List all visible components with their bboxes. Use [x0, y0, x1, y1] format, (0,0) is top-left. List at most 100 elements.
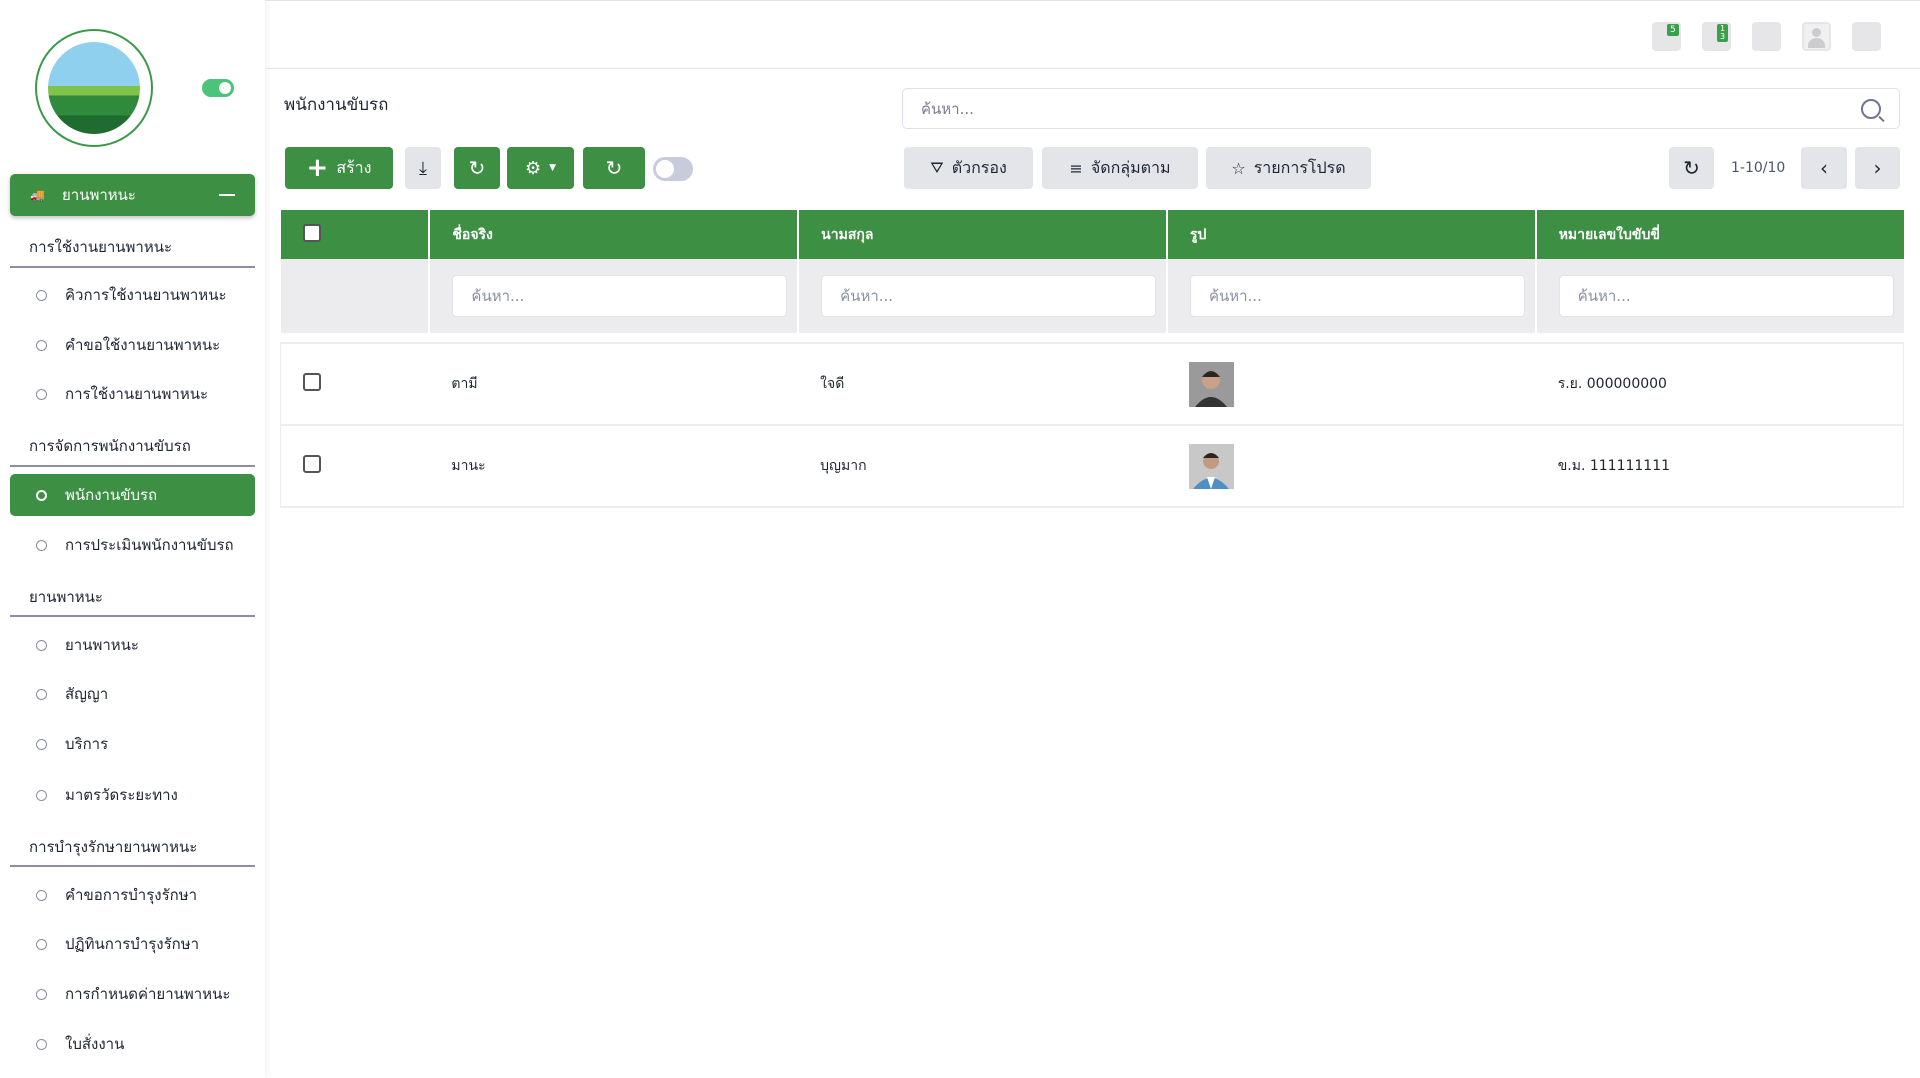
- sidebar-item[interactable]: การกำหนดค่ายานพาหนะ: [10, 973, 255, 1015]
- refresh-button[interactable]: ↻: [454, 147, 500, 189]
- sidebar-item[interactable]: คำขอใช้งานยานพาหนะ: [10, 324, 255, 366]
- activity-badge: 5: [1667, 24, 1679, 36]
- column-photo[interactable]: รูป: [1166, 210, 1537, 259]
- sidebar-item-label: พนักงานขับรถ: [65, 486, 158, 504]
- create-button[interactable]: + สร้าง: [285, 147, 393, 189]
- sidebar-item-label: ใบสั่งงาน: [65, 1035, 125, 1053]
- sync-button[interactable]: ↻: [583, 147, 645, 189]
- last-name-cell: ใจดี: [798, 342, 1167, 426]
- view-toggle[interactable]: [653, 157, 693, 181]
- sidebar-item[interactable]: พนักงานขับรถ: [10, 474, 255, 516]
- circle-icon: [36, 539, 47, 551]
- circle-icon: [36, 938, 47, 950]
- column-license[interactable]: หมายเลขใบขับขี่: [1535, 210, 1904, 259]
- sidebar-item-label: ปฏิทินการบำรุงรักษา: [65, 935, 200, 953]
- settings-dropdown-button[interactable]: ⚙ ▼: [507, 147, 574, 189]
- circle-icon: [36, 339, 47, 351]
- row-checkbox[interactable]: [303, 373, 321, 391]
- sidebar-section-title: การใช้งานยานพาหนะ: [29, 238, 173, 256]
- messages-icon[interactable]: 1 3: [1702, 22, 1731, 51]
- sidebar-item[interactable]: สัญญา: [10, 673, 255, 715]
- download-icon: ⤓: [419, 157, 427, 179]
- drivers-table: ชื่อจริง นามสกุล รูป หมายเลขใบขับขี่ ค้น…: [280, 210, 1904, 508]
- first-name-cell: มานะ: [429, 424, 799, 508]
- circle-icon: [36, 289, 47, 301]
- column-last-name[interactable]: นามสกุล: [798, 210, 1168, 259]
- search-placeholder: ค้นหา...: [921, 99, 974, 118]
- search-input[interactable]: ค้นหา...: [902, 88, 1900, 129]
- circle-icon: [36, 639, 47, 651]
- sidebar-item[interactable]: คำขอการบำรุงรักษา: [10, 874, 255, 916]
- circle-icon: [36, 388, 47, 400]
- table-row[interactable]: มานะ บุญมาก ข.ม. 111111111: [280, 424, 1904, 508]
- section-divider: [10, 465, 255, 467]
- sidebar-toggle[interactable]: [202, 79, 234, 97]
- row-checkbox[interactable]: [303, 455, 321, 473]
- organization-logo: [35, 29, 153, 147]
- favorites-button[interactable]: ☆ รายการโปรด: [1206, 147, 1371, 189]
- circle-icon: [36, 889, 47, 901]
- filter-label: ตัวกรอง: [951, 157, 1007, 177]
- sidebar-item[interactable]: มาตรวัดระยะทาง: [10, 774, 255, 816]
- activity-icon[interactable]: 5: [1652, 22, 1681, 51]
- table-header: ชื่อจริง นามสกุล รูป หมายเลขใบขับขี่: [280, 210, 1904, 259]
- group-by-label: จัดกลุ่มตาม: [1090, 157, 1171, 177]
- sidebar-item-label: คิวการใช้งานยานพาหนะ: [65, 286, 227, 304]
- reload-button[interactable]: ↻: [1669, 147, 1714, 189]
- next-page-button[interactable]: ›: [1855, 147, 1900, 189]
- sidebar-item[interactable]: ปฏิทินการบำรุงรักษา: [10, 923, 255, 965]
- column-first-name[interactable]: ชื่อจริง: [429, 210, 800, 259]
- circle-icon: [36, 988, 47, 1000]
- select-all-checkbox[interactable]: [302, 223, 321, 242]
- sidebar-item[interactable]: ยานพาหนะ: [10, 624, 255, 666]
- driver-photo: [1188, 443, 1234, 489]
- sidebar-section-title: การจัดการพนักงานขับรถ: [29, 437, 191, 455]
- page-title: พนักงานขับรถ: [284, 95, 389, 115]
- circle-icon: [36, 789, 47, 801]
- section-divider: [10, 865, 255, 867]
- circle-icon: [36, 688, 47, 700]
- favorites-label: รายการโปรด: [1253, 157, 1346, 177]
- filter-first-name[interactable]: ค้นหา...: [452, 275, 788, 317]
- sidebar-item-label: มาตรวัดระยะทาง: [65, 786, 178, 804]
- top-bar: 5 1 3: [265, 0, 1920, 69]
- first-name-cell: ตามี: [429, 342, 799, 426]
- sidebar-item[interactable]: คิวการใช้งานยานพาหนะ: [10, 274, 255, 316]
- filter-button[interactable]: ⛛ ตัวกรอง: [904, 147, 1033, 189]
- gear-icon: ⚙: [524, 157, 542, 179]
- driver-photo: [1188, 361, 1234, 407]
- plus-icon: +: [306, 153, 329, 183]
- refresh-icon: ↻: [468, 156, 486, 180]
- sidebar: 🚚 ยานพาหนะ การใช้งานยานพาหนะคิวการใช้งาน…: [0, 0, 265, 1078]
- refresh-icon: ↻: [605, 156, 623, 180]
- group-by-button[interactable]: ≡ จัดกลุ่มตาม: [1042, 147, 1198, 189]
- sidebar-item-label: การประเมินพนักงานขับรถ: [65, 536, 234, 554]
- create-label: สร้าง: [336, 157, 372, 177]
- prev-page-button[interactable]: ‹: [1801, 147, 1847, 189]
- sidebar-item[interactable]: การประเมินพนักงานขับรถ: [10, 524, 255, 566]
- sidebar-item-label: คำขอการบำรุงรักษา: [65, 886, 198, 904]
- section-divider: [10, 615, 255, 617]
- user-avatar-icon[interactable]: [1802, 22, 1831, 51]
- sidebar-item[interactable]: บริการ: [10, 723, 255, 765]
- circle-icon: [36, 489, 47, 501]
- search-icon[interactable]: [1861, 98, 1881, 119]
- download-button[interactable]: ⤓: [405, 147, 441, 189]
- section-divider: [10, 266, 255, 268]
- collapse-icon[interactable]: [219, 194, 235, 196]
- sidebar-item-label: การกำหนดค่ายานพาหนะ: [65, 985, 231, 1003]
- sidebar-item-label: คำขอใช้งานยานพาหนะ: [65, 336, 221, 354]
- filter-license[interactable]: ค้นหา...: [1558, 275, 1894, 317]
- sidebar-item[interactable]: การใช้งานยานพาหนะ: [10, 373, 255, 415]
- circle-icon: [36, 1038, 47, 1050]
- table-row[interactable]: ตามี ใจดี ร.ย. 000000000: [280, 342, 1904, 426]
- filter-last-name[interactable]: ค้นหา...: [821, 275, 1156, 317]
- menu-vehicles[interactable]: 🚚 ยานพาหนะ: [10, 174, 255, 216]
- filter-row: ค้นหา... ค้นหา... ค้นหา... ค้นหา...: [280, 259, 1904, 333]
- filter-photo[interactable]: ค้นหา...: [1189, 275, 1525, 317]
- sidebar-item[interactable]: ใบสั่งงาน: [10, 1023, 255, 1065]
- sidebar-item-label: ยานพาหนะ: [65, 636, 139, 654]
- refresh-icon: ↻: [1683, 156, 1700, 180]
- settings-menu-icon[interactable]: [1852, 22, 1881, 51]
- app-icon[interactable]: [1752, 22, 1781, 51]
